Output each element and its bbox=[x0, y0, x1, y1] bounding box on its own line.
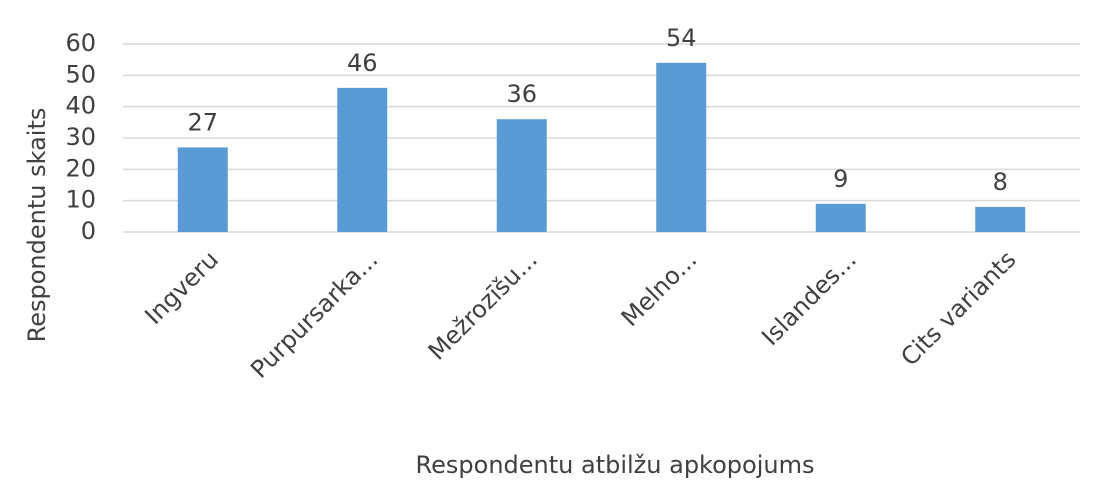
y-tick-label: 20 bbox=[65, 154, 96, 182]
x-axis-title: Respondentu atbilžu apkopojums bbox=[416, 451, 815, 479]
bar bbox=[177, 147, 228, 232]
x-tick-label: Cits variants bbox=[895, 245, 1021, 371]
data-label: 36 bbox=[506, 80, 537, 108]
data-label: 8 bbox=[993, 168, 1008, 196]
bar bbox=[337, 87, 388, 232]
data-label: 46 bbox=[347, 49, 378, 77]
bar bbox=[496, 119, 547, 232]
y-tick-label: 40 bbox=[65, 92, 96, 120]
x-tick-label: Purpursarka... bbox=[245, 245, 383, 383]
bar bbox=[975, 206, 1026, 232]
x-tick-label: Melno... bbox=[616, 245, 703, 332]
y-tick-label: 10 bbox=[65, 186, 96, 214]
data-label: 27 bbox=[187, 108, 218, 136]
x-tick-label: Mežrozīšu... bbox=[423, 245, 543, 365]
y-tick-label: 50 bbox=[65, 60, 96, 88]
x-tick-label: Ingveru bbox=[139, 245, 224, 330]
y-tick-label: 60 bbox=[65, 29, 96, 57]
data-label: 9 bbox=[833, 165, 848, 193]
data-label: 54 bbox=[666, 24, 697, 52]
y-tick-label: 0 bbox=[81, 217, 96, 245]
y-tick-label: 30 bbox=[65, 123, 96, 151]
bar bbox=[656, 62, 707, 232]
y-axis-title: Respondentu skaits bbox=[23, 108, 51, 343]
x-tick-label: Islandes... bbox=[756, 245, 862, 351]
bar bbox=[815, 203, 866, 232]
